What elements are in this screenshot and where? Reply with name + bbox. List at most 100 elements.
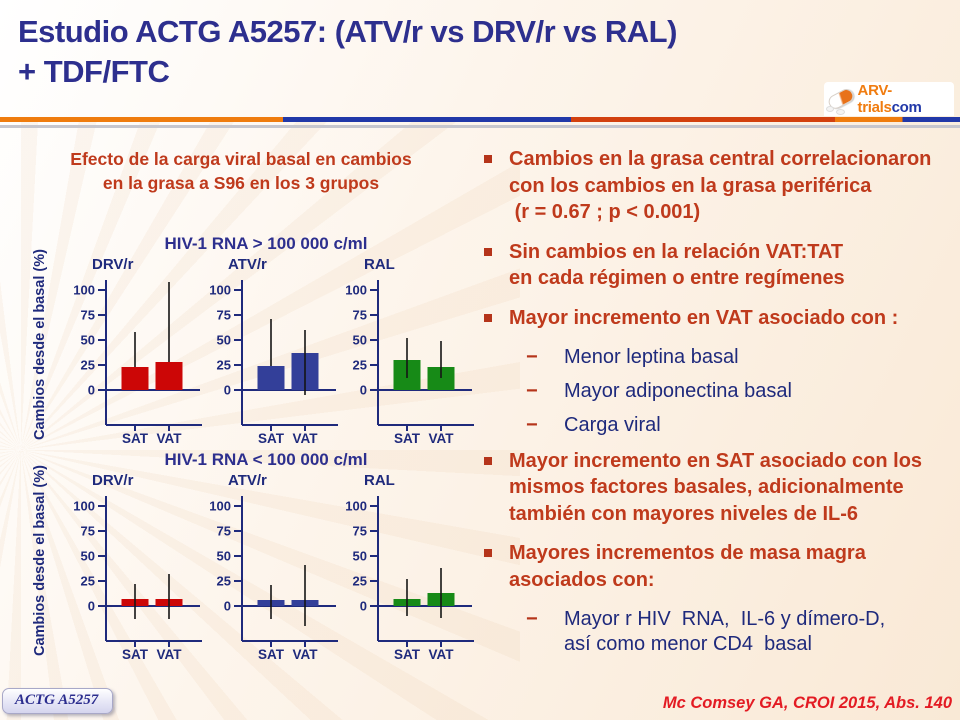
svg-text:75: 75: [353, 524, 367, 539]
title-rule-colored: [0, 117, 960, 122]
svg-text:25: 25: [81, 574, 95, 589]
y-axis-label: Cambios desde el basal (%): [32, 249, 48, 440]
bullet-item-4: Mayor incremento en SAT asociado con los…: [482, 448, 956, 528]
svg-text:VAT: VAT: [293, 647, 319, 662]
page-title: Estudio ACTG A5257: (ATV/r vs DRV/r vs R…: [18, 14, 677, 90]
square-bullet-icon: [482, 146, 509, 226]
bullet-item-5: Mayores incrementos de masa magra asocia…: [482, 540, 956, 593]
svg-text:100: 100: [73, 283, 95, 298]
dash-bullet-icon: −: [526, 379, 538, 402]
chart-panel-RAL: RAL 0 25 50 75 100 SAT VAT: [344, 472, 480, 669]
chart-panel-RAL: RAL 0 25 50 75 100 SAT VAT: [344, 256, 480, 453]
svg-text:100: 100: [345, 283, 367, 298]
svg-text:0: 0: [88, 383, 95, 398]
svg-text:75: 75: [353, 308, 367, 323]
citation-text: Mc Comsey GA, CROI 2015, Abs. 140: [662, 694, 952, 712]
svg-text:0: 0: [88, 599, 95, 614]
dash-bullet-icon: −: [526, 607, 538, 630]
svg-text:25: 25: [217, 574, 231, 589]
svg-text:75: 75: [81, 524, 95, 539]
svg-text:SAT: SAT: [394, 647, 421, 662]
sub-bullet-text: Mayor r HIV RNA, IL-6 y dímero-D, así co…: [564, 607, 886, 655]
svg-text:25: 25: [353, 574, 367, 589]
chart-panel-ATV-r: ATV/r 0 25 50 75 100 SAT VAT: [208, 256, 344, 453]
svg-text:25: 25: [81, 358, 95, 373]
bar-chart-RAL: 0 25 50 75 100 SAT VAT: [345, 280, 474, 446]
bullet-list: Cambios en la grasa central correlaciona…: [482, 146, 956, 667]
svg-text:75: 75: [217, 308, 231, 323]
svg-text:100: 100: [345, 499, 367, 514]
drug-label: ATV/r: [228, 472, 267, 489]
drug-label: DRV/r: [92, 256, 134, 273]
title-rule-gray: [0, 125, 960, 128]
pill-fragment-icon: [826, 106, 834, 112]
study-badge: ACTG A5257: [2, 688, 114, 714]
drug-label: ATV/r: [228, 256, 267, 273]
svg-text:SAT: SAT: [258, 647, 285, 662]
drug-label: RAL: [364, 472, 395, 489]
square-bullet-icon: [482, 540, 509, 593]
logo-text-suffix: com: [891, 99, 922, 116]
svg-text:100: 100: [73, 499, 95, 514]
svg-text:VAT: VAT: [157, 431, 183, 446]
bullet-text: Mayores incrementos de masa magra asocia…: [509, 542, 866, 591]
bullet-item-2: Sin cambios en la relación VAT:TAT en ca…: [482, 239, 956, 292]
sub-bullet-item: − Mayor adiponectina basal: [526, 379, 956, 404]
bullet-text: Mayor incremento en VAT asociado con :: [509, 306, 899, 329]
square-bullet-icon: [482, 305, 509, 332]
svg-text:VAT: VAT: [429, 431, 455, 446]
svg-text:VAT: VAT: [157, 647, 183, 662]
svg-text:50: 50: [81, 333, 95, 348]
bullet-text: Sin cambios en la relación VAT:TAT en ca…: [509, 240, 845, 290]
square-bullet-icon: [482, 448, 509, 528]
svg-text:50: 50: [353, 333, 367, 348]
chart-group-high-rna: HIV-1 RNA > 100 000 c/ml Cambios desde e…: [32, 234, 480, 453]
svg-text:50: 50: [217, 549, 231, 564]
svg-text:SAT: SAT: [394, 431, 421, 446]
bar-chart-RAL: 0 25 50 75 100 SAT VAT: [345, 496, 474, 662]
chart-group-subtitle: HIV-1 RNA < 100 000 c/ml: [164, 450, 368, 469]
bar-chart-ATV-r: 0 25 50 75 100 SAT VAT: [209, 496, 338, 662]
sub-bullet-item: − Mayor r HIV RNA, IL-6 y dímero-D, así c…: [526, 607, 956, 657]
svg-text:25: 25: [217, 358, 231, 373]
chart-panel-title: Efecto de la carga viral basal en cambio…: [70, 149, 412, 193]
drug-label: DRV/r: [92, 472, 134, 489]
sub-bullet-text: Mayor adiponectina basal: [564, 379, 792, 402]
drug-label: RAL: [364, 256, 395, 273]
bar-VAT: [155, 362, 183, 390]
svg-text:50: 50: [353, 549, 367, 564]
svg-text:75: 75: [81, 308, 95, 323]
bar-chart-ATV-r: 0 25 50 75 100 SAT VAT: [209, 280, 338, 446]
bar-VAT: [427, 367, 455, 390]
sub-bullet-text: Menor leptina basal: [564, 345, 739, 368]
svg-text:25: 25: [353, 358, 367, 373]
svg-text:100: 100: [209, 499, 231, 514]
chart-panels-row: DRV/r 0 25 50 75 100 SAT VAT ATV/r 0 25 50 75 100 SAT V…: [72, 256, 480, 453]
svg-text:0: 0: [224, 383, 231, 398]
pill-fragment-icon: [836, 109, 845, 115]
bar-SAT: [121, 367, 149, 390]
svg-text:100: 100: [209, 283, 231, 298]
bullet-item-3: Mayor incremento en VAT asociado con :: [482, 305, 956, 332]
svg-text:50: 50: [81, 549, 95, 564]
svg-text:0: 0: [360, 599, 367, 614]
svg-text:SAT: SAT: [122, 431, 149, 446]
sub-bullet-list: − Mayor r HIV RNA, IL-6 y dímero-D, así c…: [526, 607, 956, 657]
sub-bullet-item: − Menor leptina basal: [526, 345, 956, 370]
svg-text:SAT: SAT: [122, 647, 149, 662]
svg-text:0: 0: [224, 599, 231, 614]
chart-panel-ATV-r: ATV/r 0 25 50 75 100 SAT VAT: [208, 472, 344, 669]
sub-bullet-text: Carga viral: [564, 413, 661, 436]
svg-text:75: 75: [217, 524, 231, 539]
chart-panels-row: DRV/r 0 25 50 75 100 SAT VAT ATV/r 0 25 50 75 100 SAT V…: [72, 472, 480, 669]
bullet-text: Mayor incremento en SAT asociado con los…: [509, 449, 923, 525]
bar-SAT: [257, 366, 285, 390]
sub-bullet-list: − Menor leptina basal − Mayor adiponectina …: [526, 345, 956, 438]
sub-bullet-item: − Carga viral: [526, 413, 956, 438]
svg-text:VAT: VAT: [429, 647, 455, 662]
dash-bullet-icon: −: [526, 413, 538, 436]
chart-panel-DRV-r: DRV/r 0 25 50 75 100 SAT VAT: [72, 472, 208, 669]
svg-text:0: 0: [360, 383, 367, 398]
svg-text:50: 50: [217, 333, 231, 348]
bullet-item-1: Cambios en la grasa central correlaciona…: [482, 146, 956, 226]
